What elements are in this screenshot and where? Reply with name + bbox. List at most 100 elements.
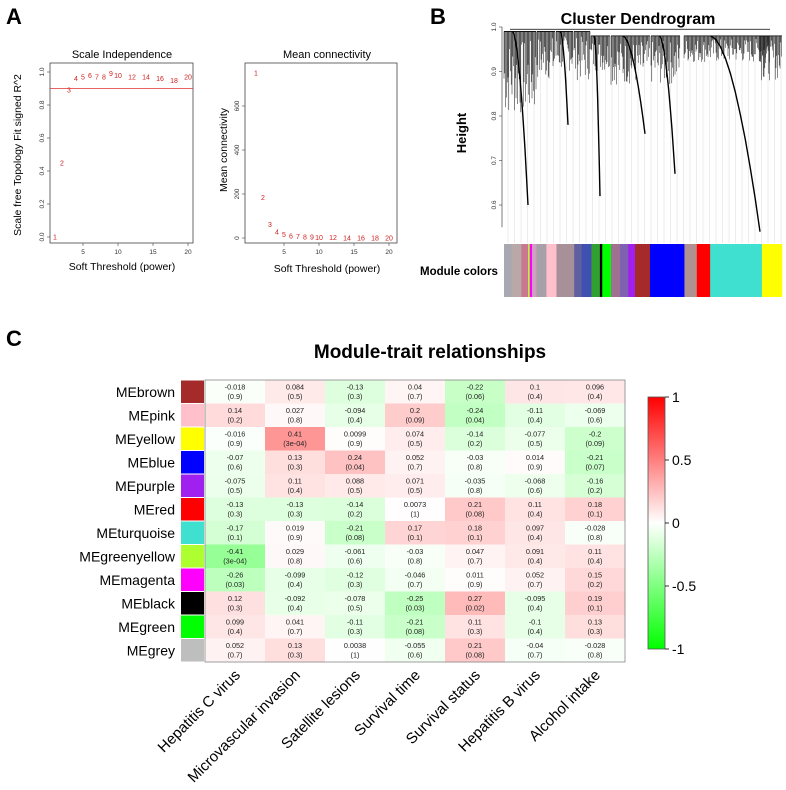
heatmap-cell bbox=[565, 380, 626, 404]
heatmap-cell bbox=[385, 474, 446, 498]
cell-correlation: 0.13 bbox=[288, 641, 302, 650]
cell-pvalue: (0.2) bbox=[587, 580, 602, 589]
scale-independence-point-label: 18 bbox=[170, 78, 178, 85]
module-swatch-megreen bbox=[181, 615, 204, 638]
cell-correlation: -0.061 bbox=[345, 547, 366, 556]
module-color-segment bbox=[634, 244, 651, 297]
cell-pvalue: (0.7) bbox=[467, 557, 482, 566]
heatmap-cell bbox=[385, 591, 446, 616]
heatmap-cell bbox=[565, 544, 626, 569]
scale-independence-xtick-label: 5 bbox=[81, 249, 85, 256]
module-swatch-mebrown bbox=[181, 380, 204, 403]
cell-pvalue: (0.4) bbox=[527, 416, 542, 425]
cell-pvalue: (0.7) bbox=[527, 651, 542, 660]
cell-correlation: -0.21 bbox=[407, 618, 424, 627]
cell-correlation: 0.18 bbox=[588, 500, 602, 509]
cell-pvalue: (0.04) bbox=[465, 416, 484, 425]
cell-correlation: -0.25 bbox=[407, 594, 424, 603]
scale-independence-point-label: 10 bbox=[114, 73, 122, 80]
scale-independence-point-label: 1 bbox=[53, 235, 57, 242]
heatmap-cell bbox=[385, 380, 446, 404]
dendrogram-branch bbox=[622, 35, 646, 134]
module-swatch-megrey bbox=[181, 639, 204, 662]
cell-pvalue: (0.9) bbox=[227, 439, 242, 448]
mean-connectivity-xlabel: Soft Threshold (power) bbox=[274, 263, 381, 275]
scale-independence-point-label: 3 bbox=[67, 88, 71, 95]
row-label-megrey: MEgrey bbox=[127, 642, 175, 658]
heatmap-cell bbox=[445, 544, 506, 569]
heatmap-cell bbox=[445, 638, 506, 663]
cell-pvalue: (0.4) bbox=[587, 392, 602, 401]
dendrogram-branch bbox=[559, 31, 569, 125]
dendrogram-ytick-label: 1.0 bbox=[491, 22, 498, 31]
cell-pvalue: (0.9) bbox=[527, 463, 542, 472]
cell-pvalue: (0.4) bbox=[587, 557, 602, 566]
cell-pvalue: (0.7) bbox=[227, 651, 242, 660]
cell-correlation: 0.047 bbox=[466, 547, 484, 556]
heatmap-cell bbox=[385, 403, 446, 428]
module-color-segment bbox=[591, 244, 601, 297]
cell-pvalue: (0.6) bbox=[347, 557, 362, 566]
heatmap-cell bbox=[205, 638, 266, 663]
heatmap-cell bbox=[385, 450, 446, 475]
heatmap-cell bbox=[205, 591, 266, 616]
mean-connectivity-xtick-label: 20 bbox=[385, 249, 393, 256]
cell-correlation: 0.41 bbox=[288, 430, 302, 439]
cell-pvalue: (0.7) bbox=[407, 392, 422, 401]
cell-correlation: -0.028 bbox=[585, 524, 606, 533]
cell-pvalue: (0.3) bbox=[347, 580, 362, 589]
module-color-segment bbox=[528, 244, 531, 297]
cell-correlation: -0.055 bbox=[405, 641, 426, 650]
cell-pvalue: (0.9) bbox=[467, 580, 482, 589]
heatmap-cell bbox=[325, 403, 386, 428]
dendrogram-branch bbox=[658, 35, 676, 174]
cell-correlation: 0.17 bbox=[408, 524, 422, 533]
cell-pvalue: (0.5) bbox=[527, 439, 542, 448]
heatmap-cell bbox=[445, 474, 506, 498]
module-color-segment bbox=[650, 244, 685, 297]
mean-connectivity-ytick-label: 200 bbox=[234, 188, 241, 199]
cell-correlation: -0.075 bbox=[225, 477, 246, 486]
mean-connectivity-point-label: 5 bbox=[282, 232, 286, 239]
heatmap-cell bbox=[565, 591, 626, 616]
cell-correlation: 0.0073 bbox=[404, 500, 426, 509]
heatmap-cell bbox=[565, 450, 626, 475]
heatmap-cell bbox=[265, 474, 326, 498]
panel-label-c: C bbox=[6, 326, 22, 351]
cell-correlation: -0.03 bbox=[467, 453, 484, 462]
module-color-segment bbox=[504, 244, 512, 297]
heatmap-cell bbox=[385, 497, 446, 522]
row-label-megreenyellow: MEgreenyellow bbox=[79, 548, 176, 564]
heatmap-cell bbox=[445, 591, 506, 616]
cell-pvalue: (0.2) bbox=[587, 486, 602, 495]
mean-connectivity-plot: Mean connectivity Soft Threshold (power)… bbox=[218, 49, 398, 275]
cell-correlation: -0.1 bbox=[529, 618, 542, 627]
cell-pvalue: (0.2) bbox=[227, 416, 242, 425]
cell-correlation: 0.091 bbox=[526, 547, 544, 556]
heatmap-cell bbox=[205, 403, 266, 428]
heatmap-cell bbox=[445, 521, 506, 545]
cell-pvalue: (0.4) bbox=[347, 416, 362, 425]
cell-pvalue: (0.5) bbox=[407, 439, 422, 448]
module-swatch-mepurple bbox=[181, 474, 204, 497]
scale-independence-ytick-label: 0.6 bbox=[39, 133, 46, 142]
dendrogram-ytick-label: 0.9 bbox=[491, 67, 498, 76]
mean-connectivity-point-label: 2 bbox=[261, 195, 265, 202]
heatmap-cell bbox=[205, 568, 266, 592]
cell-pvalue: (0.02) bbox=[465, 604, 484, 613]
heatmap-cell bbox=[505, 544, 566, 569]
scale-independence-point-label: 9 bbox=[109, 71, 113, 78]
cell-pvalue: (3e-04) bbox=[223, 557, 247, 566]
mean-connectivity-xtick-label: 5 bbox=[282, 249, 286, 256]
colorbar-tick-label: 0 bbox=[672, 515, 680, 531]
cell-pvalue: (0.9) bbox=[347, 439, 362, 448]
cell-correlation: -0.13 bbox=[347, 383, 364, 392]
cell-correlation: -0.14 bbox=[467, 430, 484, 439]
mean-connectivity-point-label: 7 bbox=[296, 234, 300, 241]
cell-correlation: 0.041 bbox=[286, 618, 304, 627]
heatmap-cell bbox=[565, 497, 626, 522]
scale-independence-plot: Scale Independence Soft Threshold (power… bbox=[12, 49, 194, 273]
heatmap-cell bbox=[385, 427, 446, 451]
module-swatch-meyellow bbox=[181, 427, 204, 450]
mean-connectivity-ytick-label: 600 bbox=[234, 100, 241, 111]
